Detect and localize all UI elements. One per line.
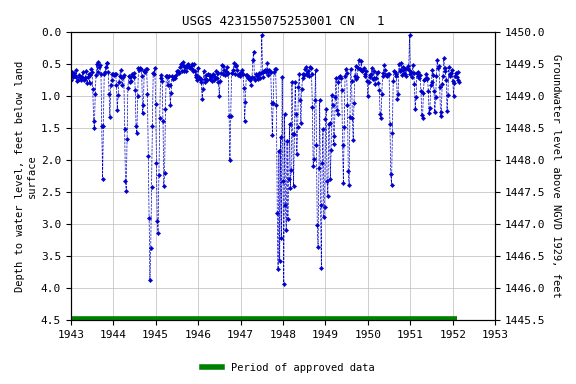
Title: USGS 423155075253001 CN   1: USGS 423155075253001 CN 1 (182, 15, 384, 28)
Legend: Period of approved data: Period of approved data (198, 359, 378, 377)
Y-axis label: Depth to water level, feet below land
surface: Depth to water level, feet below land su… (15, 61, 37, 292)
Y-axis label: Groundwater level above NGVD 1929, feet: Groundwater level above NGVD 1929, feet (551, 55, 561, 298)
